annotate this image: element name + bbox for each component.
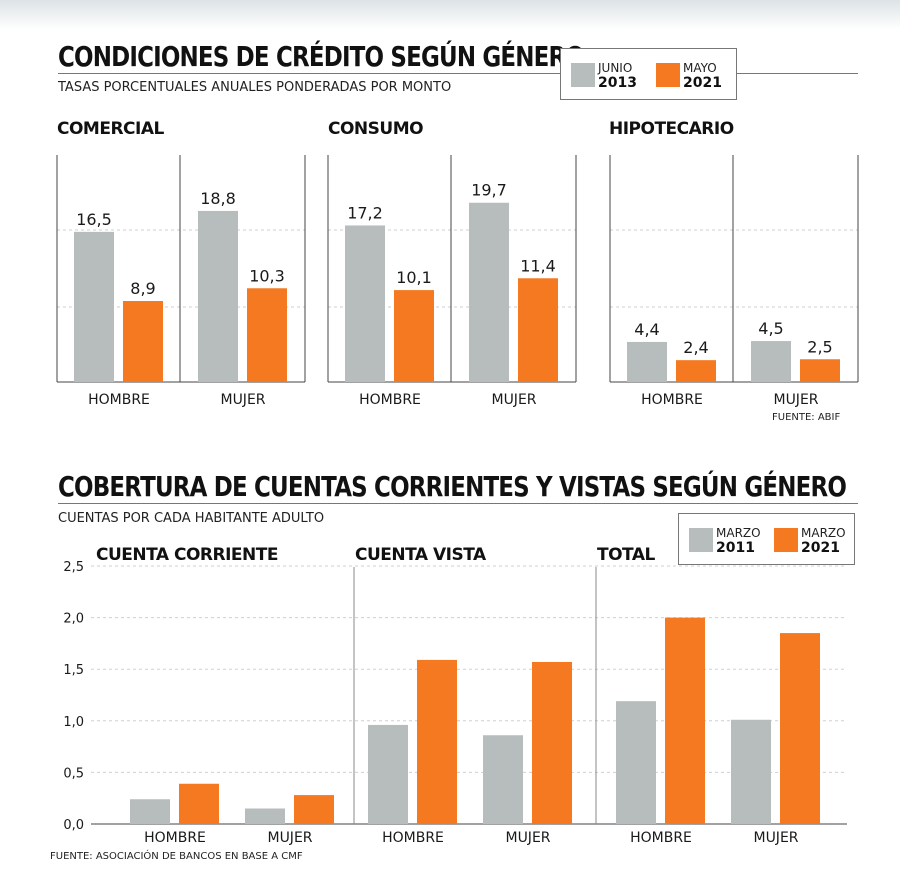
bar bbox=[469, 202, 509, 382]
bar bbox=[198, 210, 238, 382]
category-label: MUJER bbox=[773, 392, 818, 408]
legend-swatch-gray bbox=[689, 528, 713, 552]
data-label: 10,3 bbox=[249, 266, 285, 285]
category-label: HOMBRE bbox=[88, 392, 150, 408]
data-label: 8,9 bbox=[130, 279, 155, 298]
bar bbox=[676, 360, 716, 382]
bar bbox=[294, 795, 334, 824]
category-label: MUJER bbox=[267, 830, 312, 846]
legend-swatch-orange bbox=[656, 63, 680, 87]
top-band bbox=[0, 0, 900, 30]
y-tick-label: 0,5 bbox=[63, 766, 84, 781]
bar bbox=[518, 278, 558, 382]
bar bbox=[800, 359, 840, 382]
bar bbox=[345, 225, 385, 382]
data-label: 4,4 bbox=[634, 320, 659, 339]
section2-title: COBERTURA DE CUENTAS CORRIENTES Y VISTAS… bbox=[58, 470, 847, 503]
data-label: 10,1 bbox=[396, 268, 432, 287]
bar bbox=[130, 799, 170, 824]
bar bbox=[780, 633, 820, 824]
category-label: HOMBRE bbox=[144, 830, 206, 846]
category-label: MUJER bbox=[220, 392, 265, 408]
bar bbox=[74, 231, 114, 382]
section1-rule bbox=[58, 73, 858, 74]
bar bbox=[394, 290, 434, 382]
bar bbox=[179, 783, 219, 824]
y-tick-label: 2,5 bbox=[63, 560, 84, 575]
data-label: 18,8 bbox=[200, 189, 236, 208]
data-label: 11,4 bbox=[520, 256, 556, 275]
category-label: HOMBRE bbox=[641, 392, 703, 408]
y-tick-label: 1,0 bbox=[63, 715, 84, 730]
y-tick-label: 1,5 bbox=[63, 663, 84, 678]
category-label: MUJER bbox=[491, 392, 536, 408]
data-label: 2,4 bbox=[683, 338, 708, 357]
legend-swatch-gray bbox=[571, 63, 595, 87]
data-label: 19,7 bbox=[471, 181, 507, 200]
bar bbox=[627, 341, 667, 382]
bar bbox=[123, 301, 163, 382]
legend-swatch-orange bbox=[774, 528, 798, 552]
bar bbox=[616, 701, 656, 824]
panel-title-hipotecario: HIPOTECARIO bbox=[609, 119, 734, 139]
bar bbox=[247, 288, 287, 382]
section2-subtitle: CUENTAS POR CADA HABITANTE ADULTO bbox=[58, 511, 325, 526]
bar bbox=[731, 719, 771, 824]
section2-rule bbox=[58, 503, 858, 504]
data-label: 4,5 bbox=[758, 319, 783, 338]
legend-label-top: MAYO bbox=[683, 61, 717, 75]
legend-label-top: MARZO bbox=[716, 526, 761, 540]
bar bbox=[751, 341, 791, 382]
legend-label-top: MARZO bbox=[801, 526, 846, 540]
bar bbox=[245, 808, 285, 824]
bar bbox=[417, 659, 457, 824]
section1-subtitle: TASAS PORCENTUALES ANUALES PONDERADAS PO… bbox=[58, 80, 452, 95]
bar bbox=[532, 661, 572, 824]
section1-title: CONDICIONES DE CRÉDITO SEGÚN GÉNERO bbox=[58, 40, 585, 73]
category-label: MUJER bbox=[753, 830, 798, 846]
panel-title-consumo: CONSUMO bbox=[328, 119, 424, 139]
bar bbox=[483, 735, 523, 824]
legend-label-bottom: 2011 bbox=[716, 540, 755, 556]
bar bbox=[368, 724, 408, 824]
panel-title-cuenta-corriente: CUENTA CORRIENTE bbox=[96, 545, 278, 565]
data-label: 16,5 bbox=[76, 210, 112, 229]
category-label: HOMBRE bbox=[382, 830, 444, 846]
legend-label-bottom: 2021 bbox=[801, 540, 840, 556]
category-label: HOMBRE bbox=[359, 392, 421, 408]
panel-title-comercial: COMERCIAL bbox=[57, 119, 164, 139]
category-label: MUJER bbox=[505, 830, 550, 846]
legend-label-bottom: 2013 bbox=[598, 75, 637, 91]
bar bbox=[665, 617, 705, 824]
y-tick-label: 2,0 bbox=[63, 612, 84, 627]
section1-legend: JUNIO 2013 MAYO 2021 bbox=[560, 48, 737, 100]
y-tick-label: 0,0 bbox=[63, 818, 84, 833]
section1-source: FUENTE: ABIF bbox=[772, 412, 841, 423]
data-label: 17,2 bbox=[347, 203, 383, 222]
category-label: HOMBRE bbox=[630, 830, 692, 846]
panel-title-total: TOTAL bbox=[597, 545, 655, 565]
legend-label-bottom: 2021 bbox=[683, 75, 722, 91]
section2-source: FUENTE: ASOCIACIÓN DE BANCOS EN BASE A C… bbox=[50, 851, 303, 862]
section2-legend: MARZO 2011 MARZO 2021 bbox=[678, 513, 855, 565]
panel-title-cuenta-vista: CUENTA VISTA bbox=[355, 545, 486, 565]
legend-label-top: JUNIO bbox=[598, 61, 633, 75]
data-label: 2,5 bbox=[807, 337, 832, 356]
